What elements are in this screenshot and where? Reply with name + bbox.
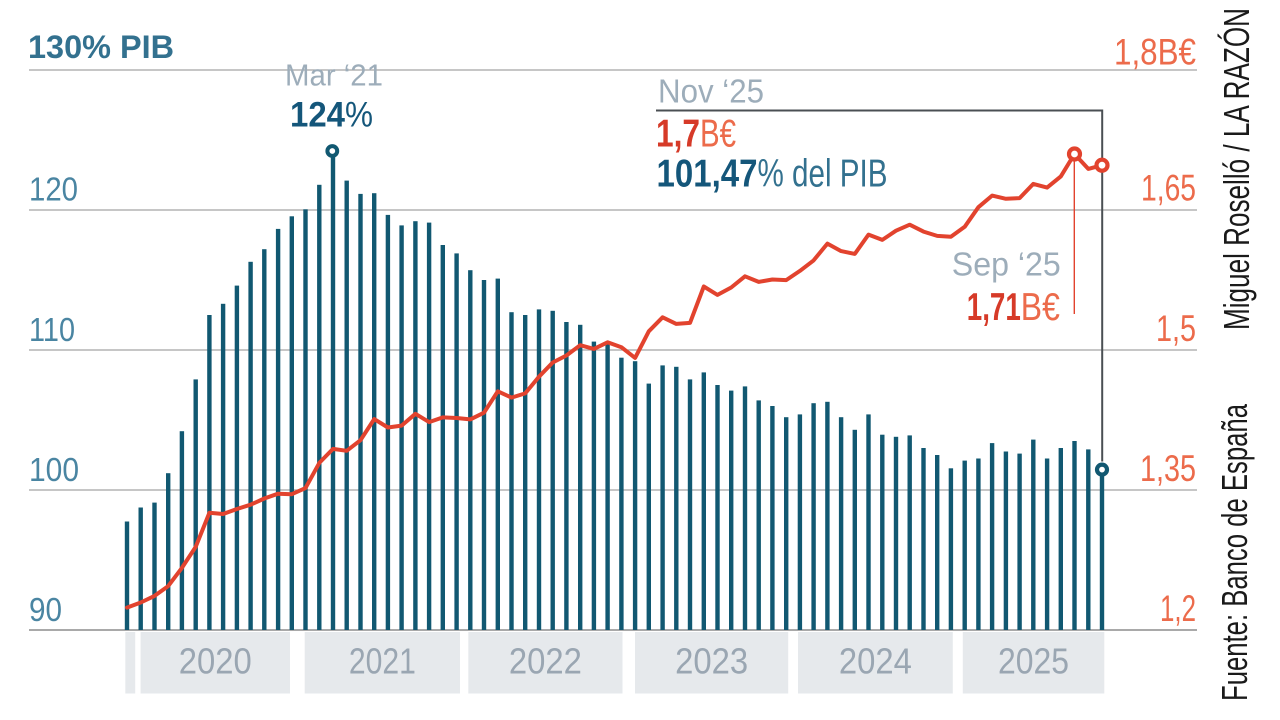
svg-text:1,65: 1,65 — [1141, 168, 1196, 209]
svg-text:110: 110 — [29, 312, 75, 349]
svg-text:120: 120 — [29, 172, 78, 209]
svg-text:2021: 2021 — [349, 641, 416, 682]
svg-text:Miguel Roselló / LA RAZÓN: Miguel Roselló / LA RAZÓN — [1216, 8, 1257, 330]
svg-text:2022: 2022 — [509, 641, 582, 682]
svg-text:Fuente: Banco de España: Fuente: Banco de España — [1214, 403, 1255, 701]
svg-text:130% PIB: 130% PIB — [28, 29, 174, 65]
svg-text:1,35: 1,35 — [1140, 448, 1196, 489]
svg-text:Sep ‘25: Sep ‘25 — [952, 246, 1061, 283]
svg-text:90: 90 — [29, 592, 62, 629]
svg-text:2025: 2025 — [998, 641, 1069, 682]
svg-text:124%: 124% — [290, 96, 373, 135]
svg-text:Nov ‘25: Nov ‘25 — [658, 73, 764, 110]
svg-text:100: 100 — [29, 452, 79, 489]
svg-text:1,2: 1,2 — [1160, 588, 1196, 629]
svg-text:Mar ‘21: Mar ‘21 — [285, 59, 383, 93]
svg-text:2020: 2020 — [179, 641, 252, 682]
svg-text:2023: 2023 — [675, 641, 748, 682]
svg-text:1,71B€: 1,71B€ — [967, 286, 1060, 329]
svg-text:101,47% del PIB: 101,47% del PIB — [657, 153, 888, 196]
svg-text:1,8B€: 1,8B€ — [1114, 32, 1196, 73]
svg-text:1,5: 1,5 — [1156, 308, 1196, 349]
svg-text:2024: 2024 — [839, 641, 912, 682]
svg-text:1,7B€: 1,7B€ — [656, 113, 736, 156]
